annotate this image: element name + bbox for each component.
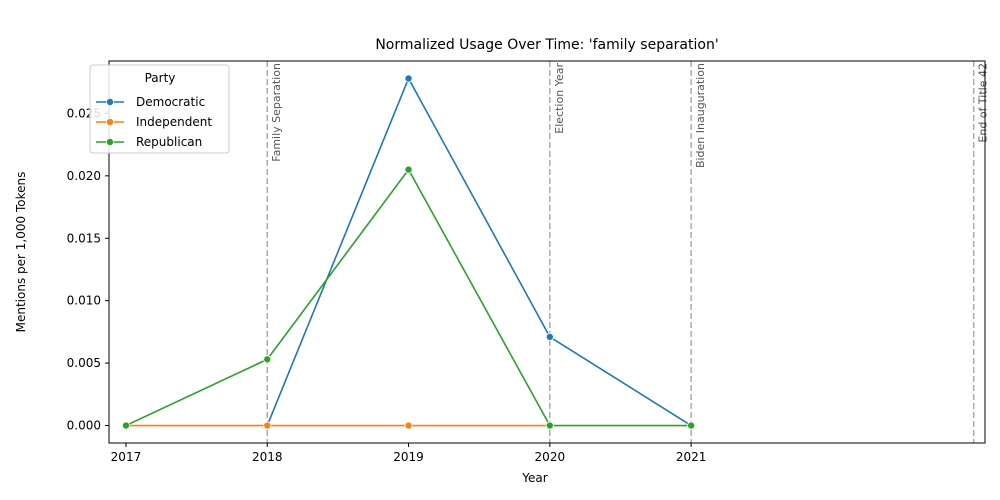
x-tick-label: 2020 <box>535 450 566 464</box>
data-point-republican <box>121 421 130 430</box>
legend-swatch-marker <box>106 98 115 107</box>
legend: Party Democratic Independent Republican <box>89 64 230 154</box>
series-line-democratic <box>266 76 692 427</box>
data-point-democratic <box>545 332 554 341</box>
legend-entry: Democratic <box>136 95 205 109</box>
x-tick-label: 2018 <box>252 450 283 464</box>
legend-swatch-marker <box>106 137 115 146</box>
plot-frame <box>108 60 986 444</box>
data-point-independent <box>404 421 413 430</box>
x-tick-label: 2019 <box>393 450 424 464</box>
data-point-republican <box>263 355 272 364</box>
legend-swatch-marker <box>106 118 115 127</box>
data-point-republican <box>404 165 413 174</box>
chart-title: Normalized Usage Over Time: 'family sepa… <box>375 37 718 53</box>
y-axis-label: Mentions per 1,000 Tokens <box>14 172 28 333</box>
event-label: Election Year <box>553 63 566 134</box>
y-tick-label: 0.020 <box>67 169 101 183</box>
y-tick-label: 0.005 <box>67 356 101 370</box>
data-point-republican <box>687 421 696 430</box>
x-tick-label: 2021 <box>676 450 707 464</box>
y-tick-label: 0.015 <box>67 231 101 245</box>
data-point-republican <box>545 421 554 430</box>
x-axis-label: Year <box>521 471 547 485</box>
legend-entry: Republican <box>136 135 202 149</box>
x-tick-label: 2017 <box>111 450 142 464</box>
x-axis: 2017 2018 2019 2020 2021 <box>111 443 707 464</box>
event-label: Biden Inauguration <box>694 63 707 168</box>
legend-entry: Independent <box>136 115 212 129</box>
data-point-democratic <box>404 74 413 83</box>
event-label: End of Title 42 <box>977 63 990 143</box>
legend-frame <box>89 64 230 154</box>
data-point-independent <box>263 421 272 430</box>
y-tick-label: 0.010 <box>67 294 101 308</box>
event-label: Family Separation <box>270 63 283 162</box>
series-lines <box>121 74 696 430</box>
y-tick-label: 0.000 <box>67 419 101 433</box>
series-line-republican <box>125 168 692 427</box>
legend-title: Party <box>145 71 176 85</box>
event-markers: Family Separation Election Year Biden Inau… <box>266 61 990 443</box>
